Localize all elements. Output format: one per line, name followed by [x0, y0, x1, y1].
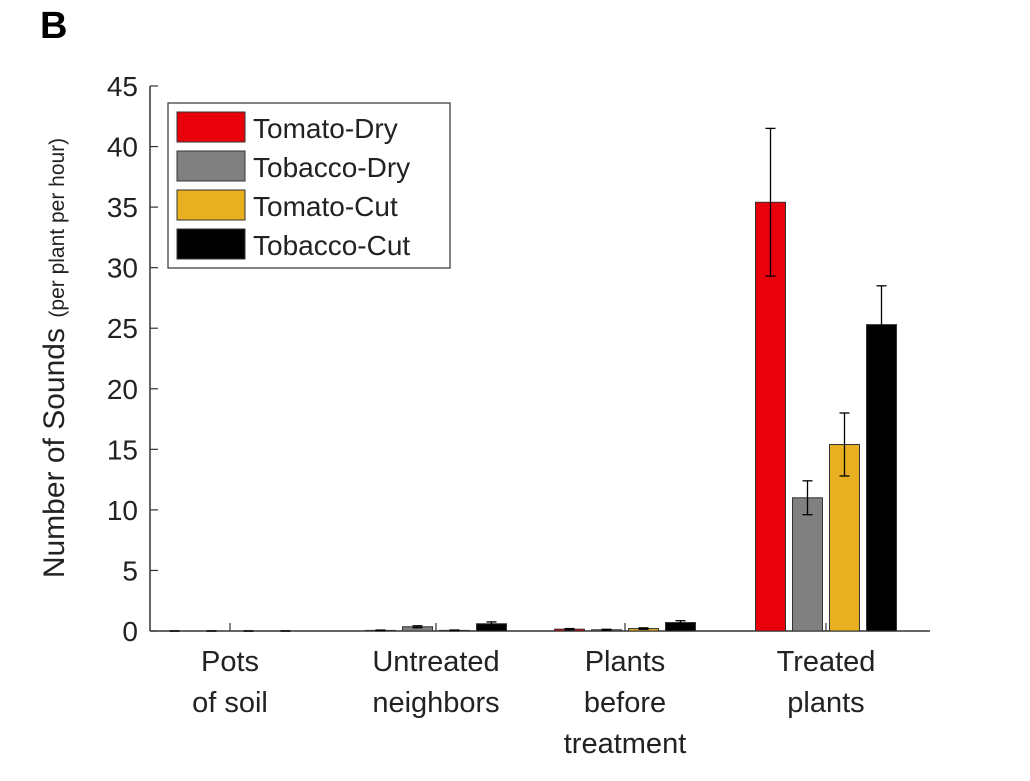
panel-label: B: [40, 5, 67, 47]
error-bar: [412, 625, 423, 629]
y-label-unit: (per plant per hour): [46, 138, 69, 318]
legend: Tomato-Dry Tobacco-Dry Tomato-Cut Tobacco-C…: [167, 102, 451, 269]
error-bar: [675, 620, 686, 625]
x-tick-label: Plants before treatment: [563, 646, 687, 760]
legend-label: Tobacco-Cut: [253, 230, 410, 261]
x-tick-label: Pots of soil: [192, 646, 268, 719]
legend-swatch: [176, 228, 246, 260]
error-bar: [638, 627, 649, 630]
y-tick-label: 15: [107, 434, 138, 465]
error-bar: [601, 628, 612, 631]
y-tick-label: 40: [107, 132, 138, 163]
legend-swatch: [176, 189, 246, 221]
y-axis-label: Number of Sounds (per plant per hour): [38, 138, 71, 578]
legend-label: Tomato-Dry: [253, 113, 398, 144]
bar: [866, 324, 897, 632]
error-bar: [449, 629, 460, 632]
error-bar: [375, 629, 386, 632]
error-bar: [876, 285, 887, 364]
error-bar: [486, 621, 497, 627]
y-tick-label: 35: [107, 192, 138, 223]
legend-swatch: [176, 111, 246, 143]
error-bar: [765, 127, 776, 277]
bar: [792, 497, 823, 632]
legend-label: Tomato-Cut: [253, 191, 398, 222]
legend-swatch: [176, 150, 246, 182]
y-tick-label: 10: [107, 495, 138, 526]
x-tick-label: Untreated neighbors: [372, 646, 500, 719]
y-tick-label: 20: [107, 374, 138, 405]
y-tick-label: 5: [122, 555, 138, 586]
y-tick-label: 45: [107, 71, 138, 102]
y-tick-label: 25: [107, 313, 138, 344]
x-tick-label: Treated plants: [776, 646, 876, 719]
y-tick-label: 30: [107, 253, 138, 284]
error-bar: [564, 627, 575, 631]
y-label-main: Number of Sounds: [38, 328, 71, 578]
error-bar: [839, 412, 850, 477]
error-bar: [802, 480, 813, 516]
legend-label: Tobacco-Dry: [253, 152, 410, 183]
y-tick-label: 0: [122, 616, 138, 647]
